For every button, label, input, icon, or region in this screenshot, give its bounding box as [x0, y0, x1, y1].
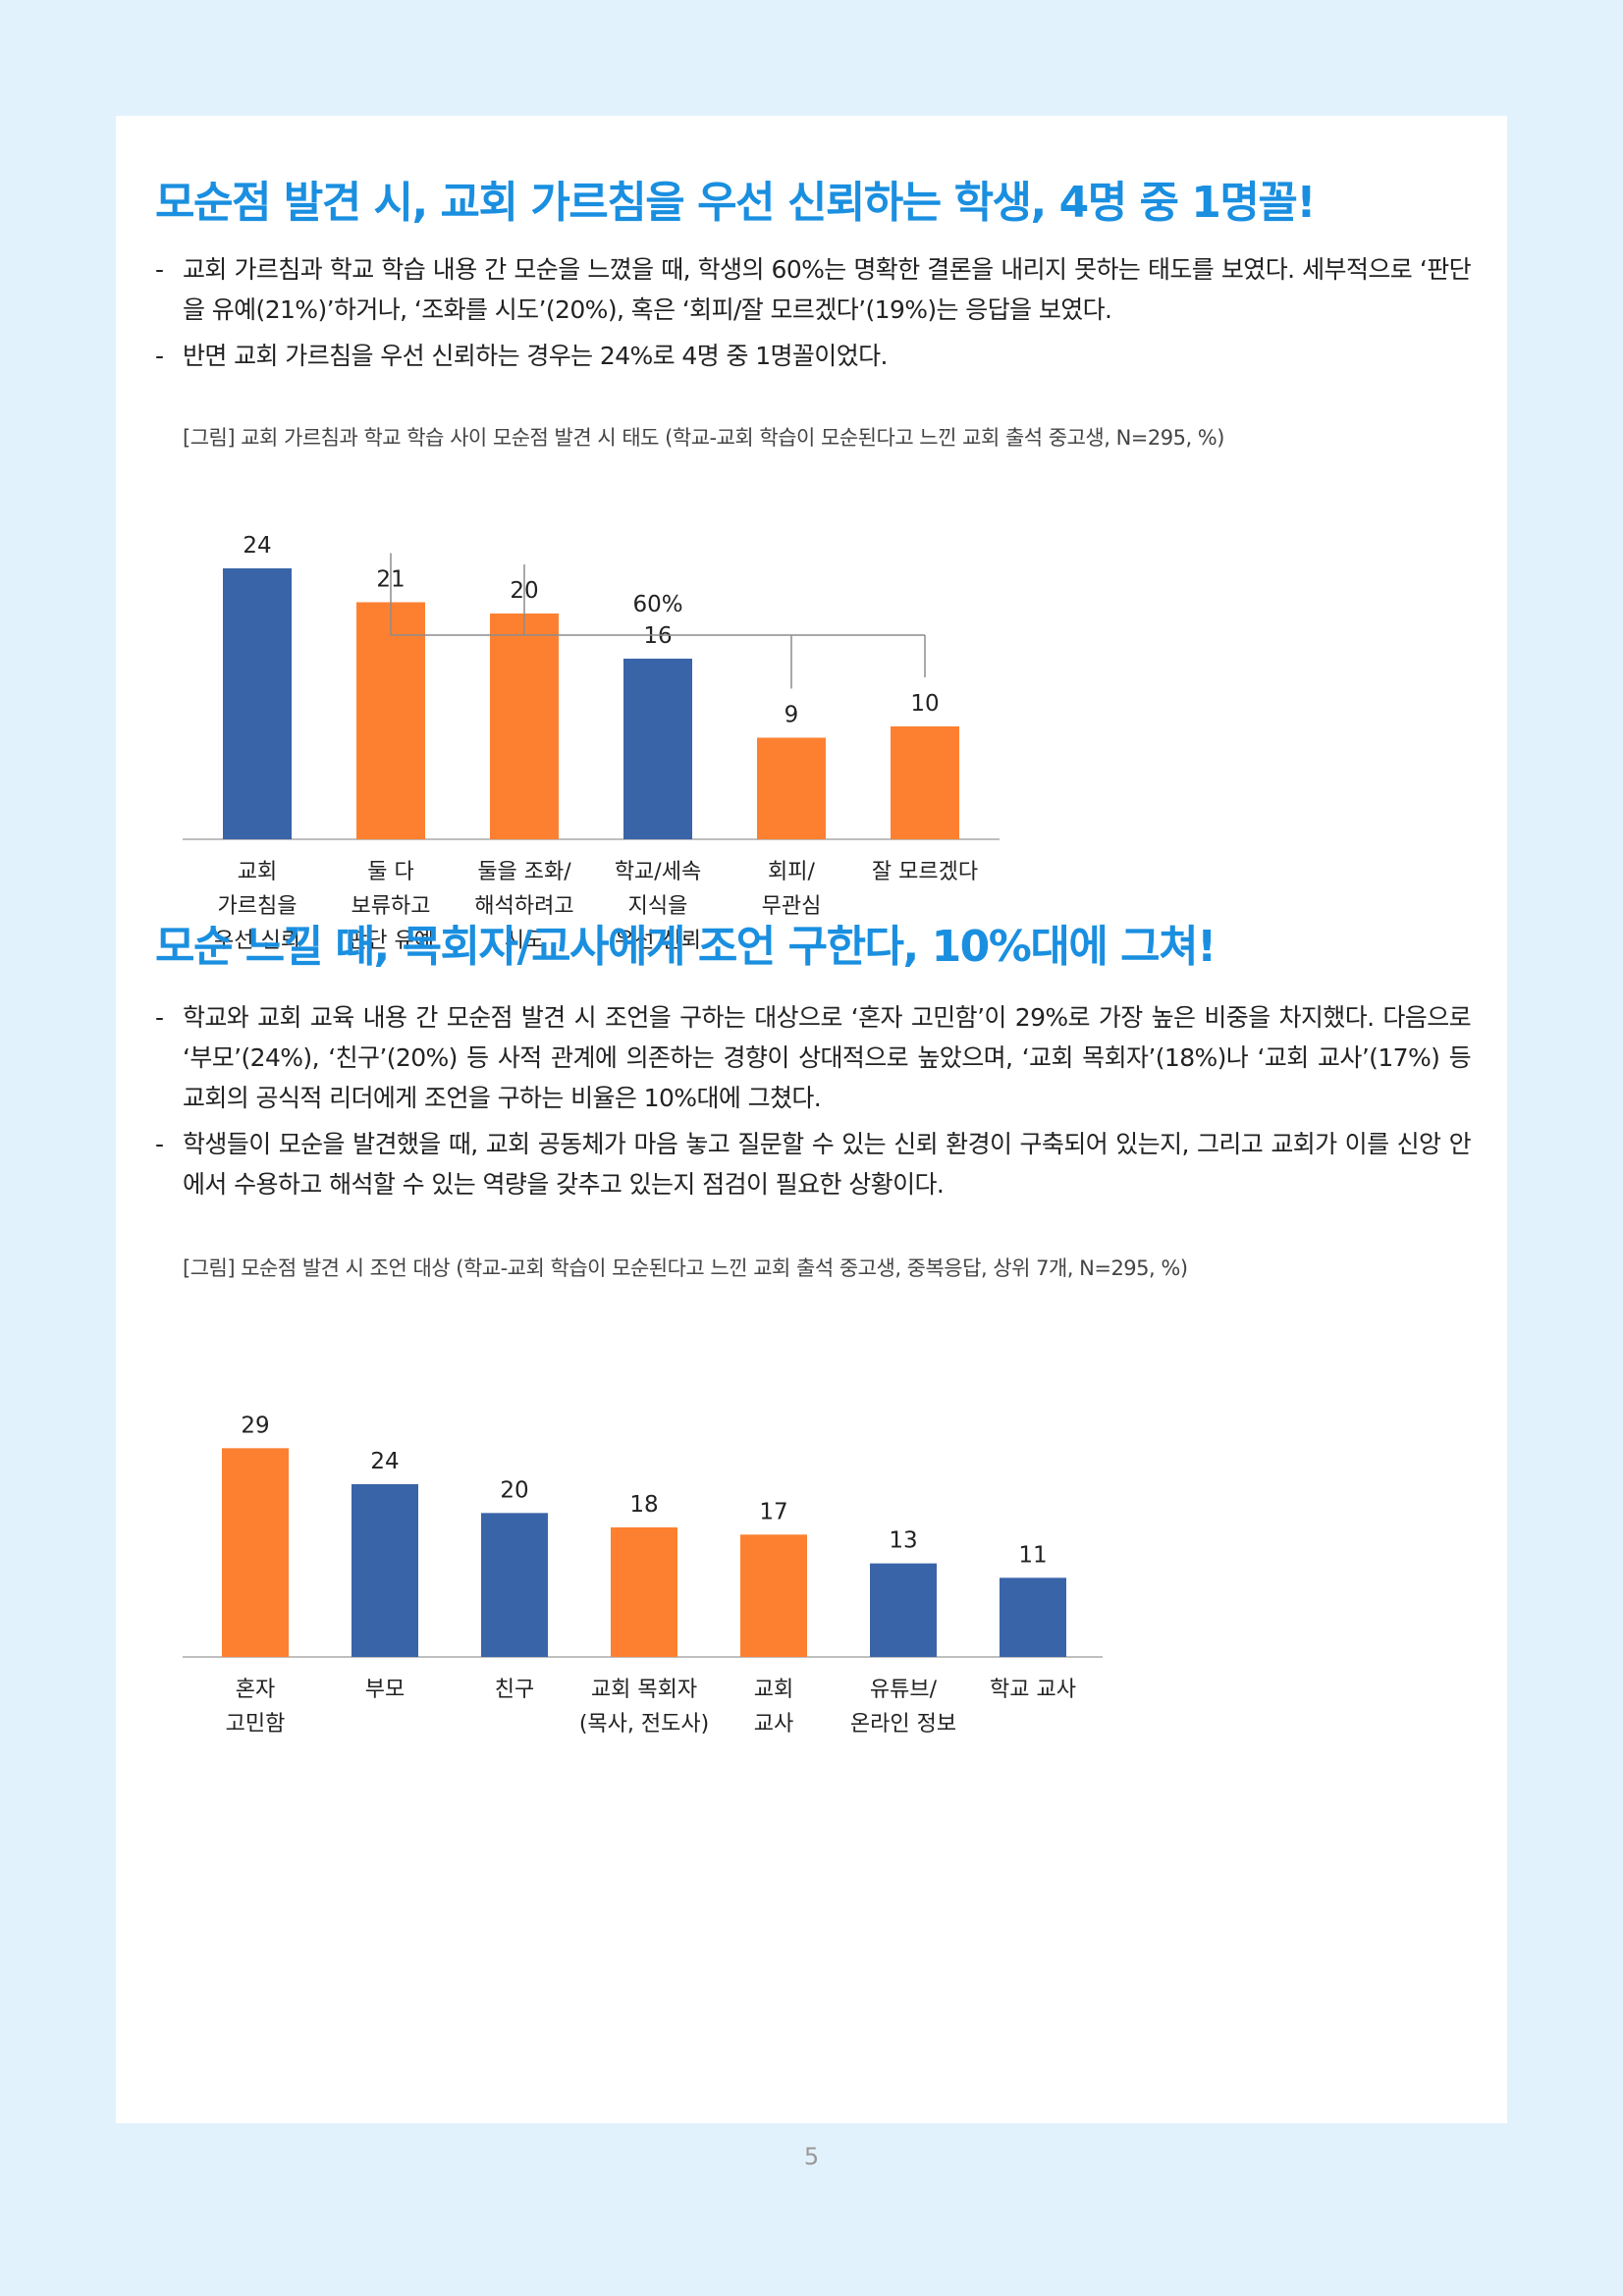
bar [611, 1527, 677, 1657]
bar [870, 1563, 937, 1657]
data-label: 29 [241, 1413, 269, 1438]
category-label: 둘을 조화/ [477, 860, 571, 884]
bar [222, 1448, 289, 1657]
category-label: 학교/세속 [615, 860, 701, 884]
data-label: 13 [889, 1528, 917, 1554]
category-label: 학교 교사 [990, 1678, 1076, 1702]
bullet-item: - 학교와 교회 교육 내용 간 모순점 발견 시 조언을 구하는 대상으로 ‘혼… [155, 997, 1472, 1118]
category-label: 우선 신뢰 [615, 929, 701, 953]
data-label: 11 [1018, 1542, 1047, 1568]
category-label: 친구 [495, 1678, 534, 1702]
data-label: 16 [643, 623, 672, 649]
bar [891, 726, 959, 839]
bullet-text: 학생들이 모순을 발견했을 때, 교회 공동체가 마음 놓고 질문할 수 있는 … [183, 1130, 1472, 1199]
bullet-dash: - [155, 342, 164, 370]
section2-heading: 모순 느낄 때, 목회자/교사에게 조언 구한다, 10%대에 그쳐! [155, 922, 1217, 972]
bar [223, 568, 292, 839]
chart1-caption: [그림] 교회 가르침과 학교 학습 사이 모순점 발견 시 태도 (학교-교회… [183, 426, 1224, 450]
bullet-dash: - [155, 1130, 164, 1158]
category-label: 혼자 [236, 1678, 275, 1702]
bullet-item: - 반면 교회 가르침을 우선 신뢰하는 경우는 24%로 4명 중 1명꼴이었다… [155, 336, 1471, 376]
category-label: 교회 [754, 1678, 793, 1702]
category-label: 고민함 [226, 1712, 286, 1736]
bar [740, 1534, 807, 1657]
chart2-caption: [그림] 모순점 발견 시 조언 대상 (학교-교회 학습이 모순된다고 느낀 … [183, 1256, 1188, 1280]
data-label: 20 [500, 1477, 528, 1503]
data-label: 10 [910, 691, 939, 717]
section1-heading: 모순점 발견 시, 교회 가르침을 우선 신뢰하는 학생, 4명 중 1명꼴! [155, 178, 1316, 228]
category-label: 유튜브/ [870, 1678, 938, 1702]
category-label: 판단 유예 [348, 929, 434, 953]
category-label: 가르침을 [218, 894, 298, 919]
data-label: 24 [243, 533, 271, 559]
category-label: 회피/ [768, 860, 815, 884]
section1-bullets: - 교회 가르침과 학교 학습 내용 간 모순을 느꼈을 때, 학생의 60%는 … [155, 249, 1472, 382]
category-label: 시도 [505, 929, 544, 953]
annotation-label: 60% [632, 592, 682, 617]
category-label: (목사, 전도사) [579, 1712, 709, 1736]
page-number: 5 [803, 2143, 820, 2170]
category-label: 지식을 [628, 894, 688, 919]
bar [481, 1513, 548, 1657]
bar [623, 659, 692, 839]
bullet-text: 반면 교회 가르침을 우선 신뢰하는 경우는 24%로 4명 중 1명꼴이었다. [183, 342, 888, 370]
category-label: 부모 [365, 1678, 405, 1702]
category-label: 온라인 정보 [850, 1712, 956, 1736]
category-label: 우선 신뢰 [214, 929, 300, 953]
category-label: 해석하려고 [474, 894, 573, 919]
data-label: 18 [629, 1492, 658, 1518]
bullet-item: - 교회 가르침과 학교 학습 내용 간 모순을 느꼈을 때, 학생의 60%는 … [155, 249, 1472, 330]
data-label: 17 [759, 1499, 787, 1524]
category-label: 교사 [754, 1712, 793, 1736]
data-label: 24 [370, 1449, 399, 1474]
section2-bullets: - 학교와 교회 교육 내용 간 모순점 발견 시 조언을 구하는 대상으로 ‘혼… [155, 997, 1472, 1210]
category-label: 무관심 [762, 894, 822, 919]
data-label: 9 [784, 703, 799, 728]
bullet-text: 학교와 교회 교육 내용 간 모순점 발견 시 조언을 구하는 대상으로 ‘혼자… [183, 1003, 1472, 1112]
bar [356, 602, 425, 839]
bar [490, 614, 559, 839]
category-label: 둘 다 [367, 860, 413, 884]
bullet-dash: - [155, 1003, 164, 1032]
category-label: 보류하고 [352, 894, 431, 919]
bar [352, 1484, 418, 1657]
bar [1000, 1577, 1066, 1657]
bar [757, 737, 826, 839]
category-label: 교회 목회자 [591, 1678, 697, 1702]
bullet-dash: - [155, 255, 164, 284]
category-label: 교회 [238, 860, 277, 884]
category-label: 잘 모르겠다 [872, 860, 978, 884]
page-card: 모순점 발견 시, 교회 가르침을 우선 신뢰하는 학생, 4명 중 1명꼴! … [116, 116, 1507, 2123]
bullet-text: 교회 가르침과 학교 학습 내용 간 모순을 느꼈을 때, 학생의 60%는 명… [183, 255, 1472, 324]
bullet-item: - 학생들이 모순을 발견했을 때, 교회 공동체가 마음 놓고 질문할 수 있는… [155, 1124, 1472, 1204]
